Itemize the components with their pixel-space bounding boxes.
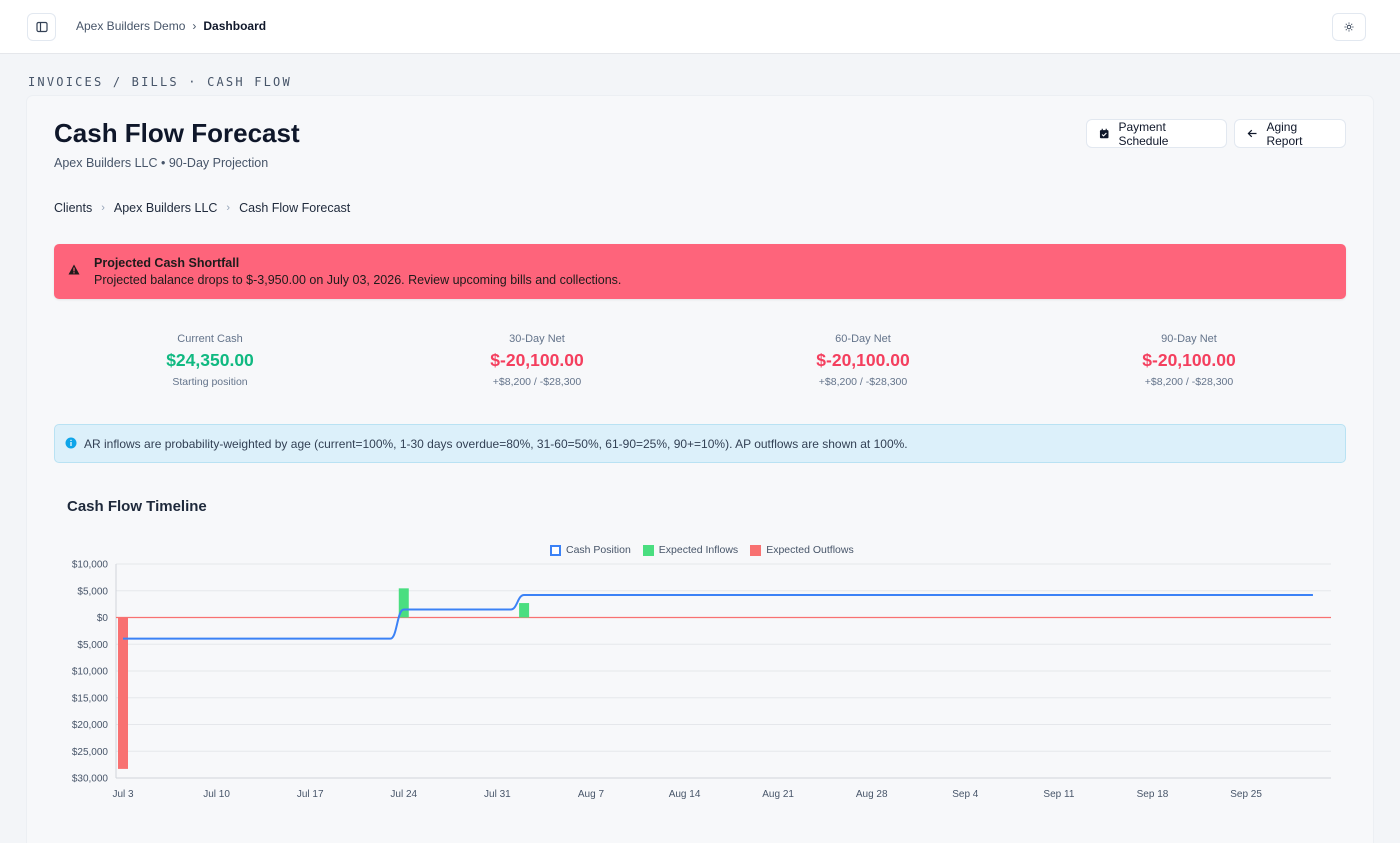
y-tick-label: $5,000 [77, 586, 108, 597]
legend-swatch [642, 544, 654, 556]
stat-label: 60-Day Net [835, 333, 891, 345]
chevron-right-icon: › [226, 202, 231, 214]
section-label: INVOICES / BILLS · CASH FLOW [28, 75, 292, 89]
y-tick-label: $5,000 [77, 640, 108, 651]
stat-sub: Starting position [172, 376, 248, 388]
x-tick-label: Aug 14 [669, 789, 701, 800]
x-tick-label: Sep 11 [1043, 789, 1074, 800]
payment-schedule-button[interactable]: Payment Schedule [1086, 119, 1227, 148]
stat-sub: +$8,200 / -$28,300 [492, 376, 582, 388]
stat-value: $-20,100.00 [1142, 350, 1236, 370]
y-tick-label: $0 [97, 613, 109, 624]
x-tick-label: Jul 17 [297, 789, 324, 800]
stat-value: $-20,100.00 [490, 350, 584, 370]
chart-title: Cash Flow Timeline [67, 498, 207, 515]
sidebar-toggle-button[interactable] [27, 13, 56, 41]
breadcrumb-client[interactable]: Apex Builders LLC [113, 201, 218, 215]
x-tick-label: Aug 21 [762, 789, 794, 800]
alert-title: Projected Cash Shortfall [94, 256, 240, 270]
x-tick-label: Aug 28 [856, 789, 888, 800]
legend-swatch [750, 544, 762, 556]
x-tick-label: Jul 10 [203, 789, 230, 800]
top-breadcrumb-current: Dashboard [203, 19, 267, 33]
legend-item-cash-position[interactable]: Cash Position [550, 544, 631, 556]
x-tick-label: Aug 7 [578, 789, 605, 800]
sun-icon [1344, 22, 1354, 32]
stat-label: Current Cash [177, 333, 243, 345]
payment-schedule-label: Payment Schedule [1118, 119, 1169, 148]
stat-value: $24,350.00 [166, 350, 254, 370]
y-tick-label: $30,000 [72, 774, 109, 785]
stat-sub: +$8,200 / -$28,300 [818, 376, 908, 388]
chevron-right-icon: › [101, 202, 105, 214]
x-tick-label: Sep 4 [952, 789, 979, 800]
aging-report-button[interactable]: Aging Report [1234, 119, 1346, 148]
y-tick-label: $25,000 [72, 747, 109, 758]
stat-30-day-net: 30-Day Net $-20,100.00 +$8,200 / -$28,30… [377, 330, 697, 388]
stat-sub: +$8,200 / -$28,300 [1144, 376, 1234, 388]
stat-value: $-20,100.00 [816, 350, 910, 370]
breadcrumb-clients[interactable]: Clients [54, 201, 93, 215]
x-tick-label: Jul 24 [390, 789, 417, 800]
breadcrumb: Clients › Apex Builders LLC › Cash Flow … [54, 201, 350, 215]
legend-item-expected-inflows[interactable]: Expected Inflows [642, 544, 739, 556]
legend-item-expected-outflows[interactable]: Expected Outflows [750, 544, 854, 556]
calendar-check-icon [1099, 128, 1109, 139]
inflow-bar [519, 603, 530, 618]
stat-90-day-net: 90-Day Net $-20,100.00 +$8,200 / -$28,30… [1029, 330, 1349, 388]
theme-toggle-button[interactable] [1332, 13, 1366, 41]
x-tick-label: Sep 18 [1137, 789, 1169, 800]
breadcrumb-current: Cash Flow Forecast [239, 201, 351, 215]
aging-report-label: Aging Report [1266, 119, 1303, 148]
y-tick-label: $15,000 [72, 693, 109, 704]
warning-icon [68, 264, 80, 275]
page-title: Cash Flow Forecast [54, 118, 300, 148]
stat-label: 90-Day Net [1161, 333, 1217, 345]
stat-label: 30-Day Net [509, 333, 565, 345]
alert-message: Projected balance drops to $-3,950.00 on… [94, 273, 622, 287]
x-tick-label: Jul 31 [484, 789, 511, 800]
probability-info-banner: AR inflows are probability-weighted by a… [54, 424, 1346, 463]
stat-current-cash: Current Cash $24,350.00 Starting positio… [50, 330, 370, 388]
page-subtitle: Apex Builders LLC • 90-Day Projection [54, 156, 269, 170]
info-text: AR inflows are probability-weighted by a… [84, 437, 908, 451]
x-tick-label: Sep 25 [1230, 789, 1262, 800]
legend-swatch [550, 544, 561, 556]
sidebar-icon [35, 21, 48, 33]
y-tick-label: $10,000 [72, 667, 109, 678]
cash-position-line [123, 594, 1313, 640]
top-bar: Apex Builders Demo › Dashboard [0, 0, 1400, 54]
inflow-bar [398, 588, 409, 618]
stat-60-day-net: 60-Day Net $-20,100.00 +$8,200 / -$28,30… [703, 330, 1023, 388]
chart-legend: Cash Position Expected Inflows Expected … [550, 544, 854, 556]
legend-label: Expected Inflows [658, 544, 739, 556]
info-icon [65, 437, 77, 449]
arrow-left-icon [1247, 129, 1257, 138]
top-breadcrumb: Apex Builders Demo › Dashboard [76, 19, 266, 33]
top-breadcrumb-root[interactable]: Apex Builders Demo [76, 19, 186, 33]
content-card [27, 96, 1373, 843]
top-breadcrumb-separator: › [192, 19, 197, 33]
legend-label: Cash Position [566, 544, 631, 556]
x-tick-label: Jul 3 [112, 789, 134, 800]
y-tick-label: $10,000 [72, 560, 109, 571]
shortfall-alert: Projected Cash Shortfall Projected balan… [54, 244, 1346, 299]
legend-label: Expected Outflows [766, 544, 854, 556]
y-tick-label: $20,000 [72, 720, 109, 731]
outflow-bar [118, 617, 128, 769]
